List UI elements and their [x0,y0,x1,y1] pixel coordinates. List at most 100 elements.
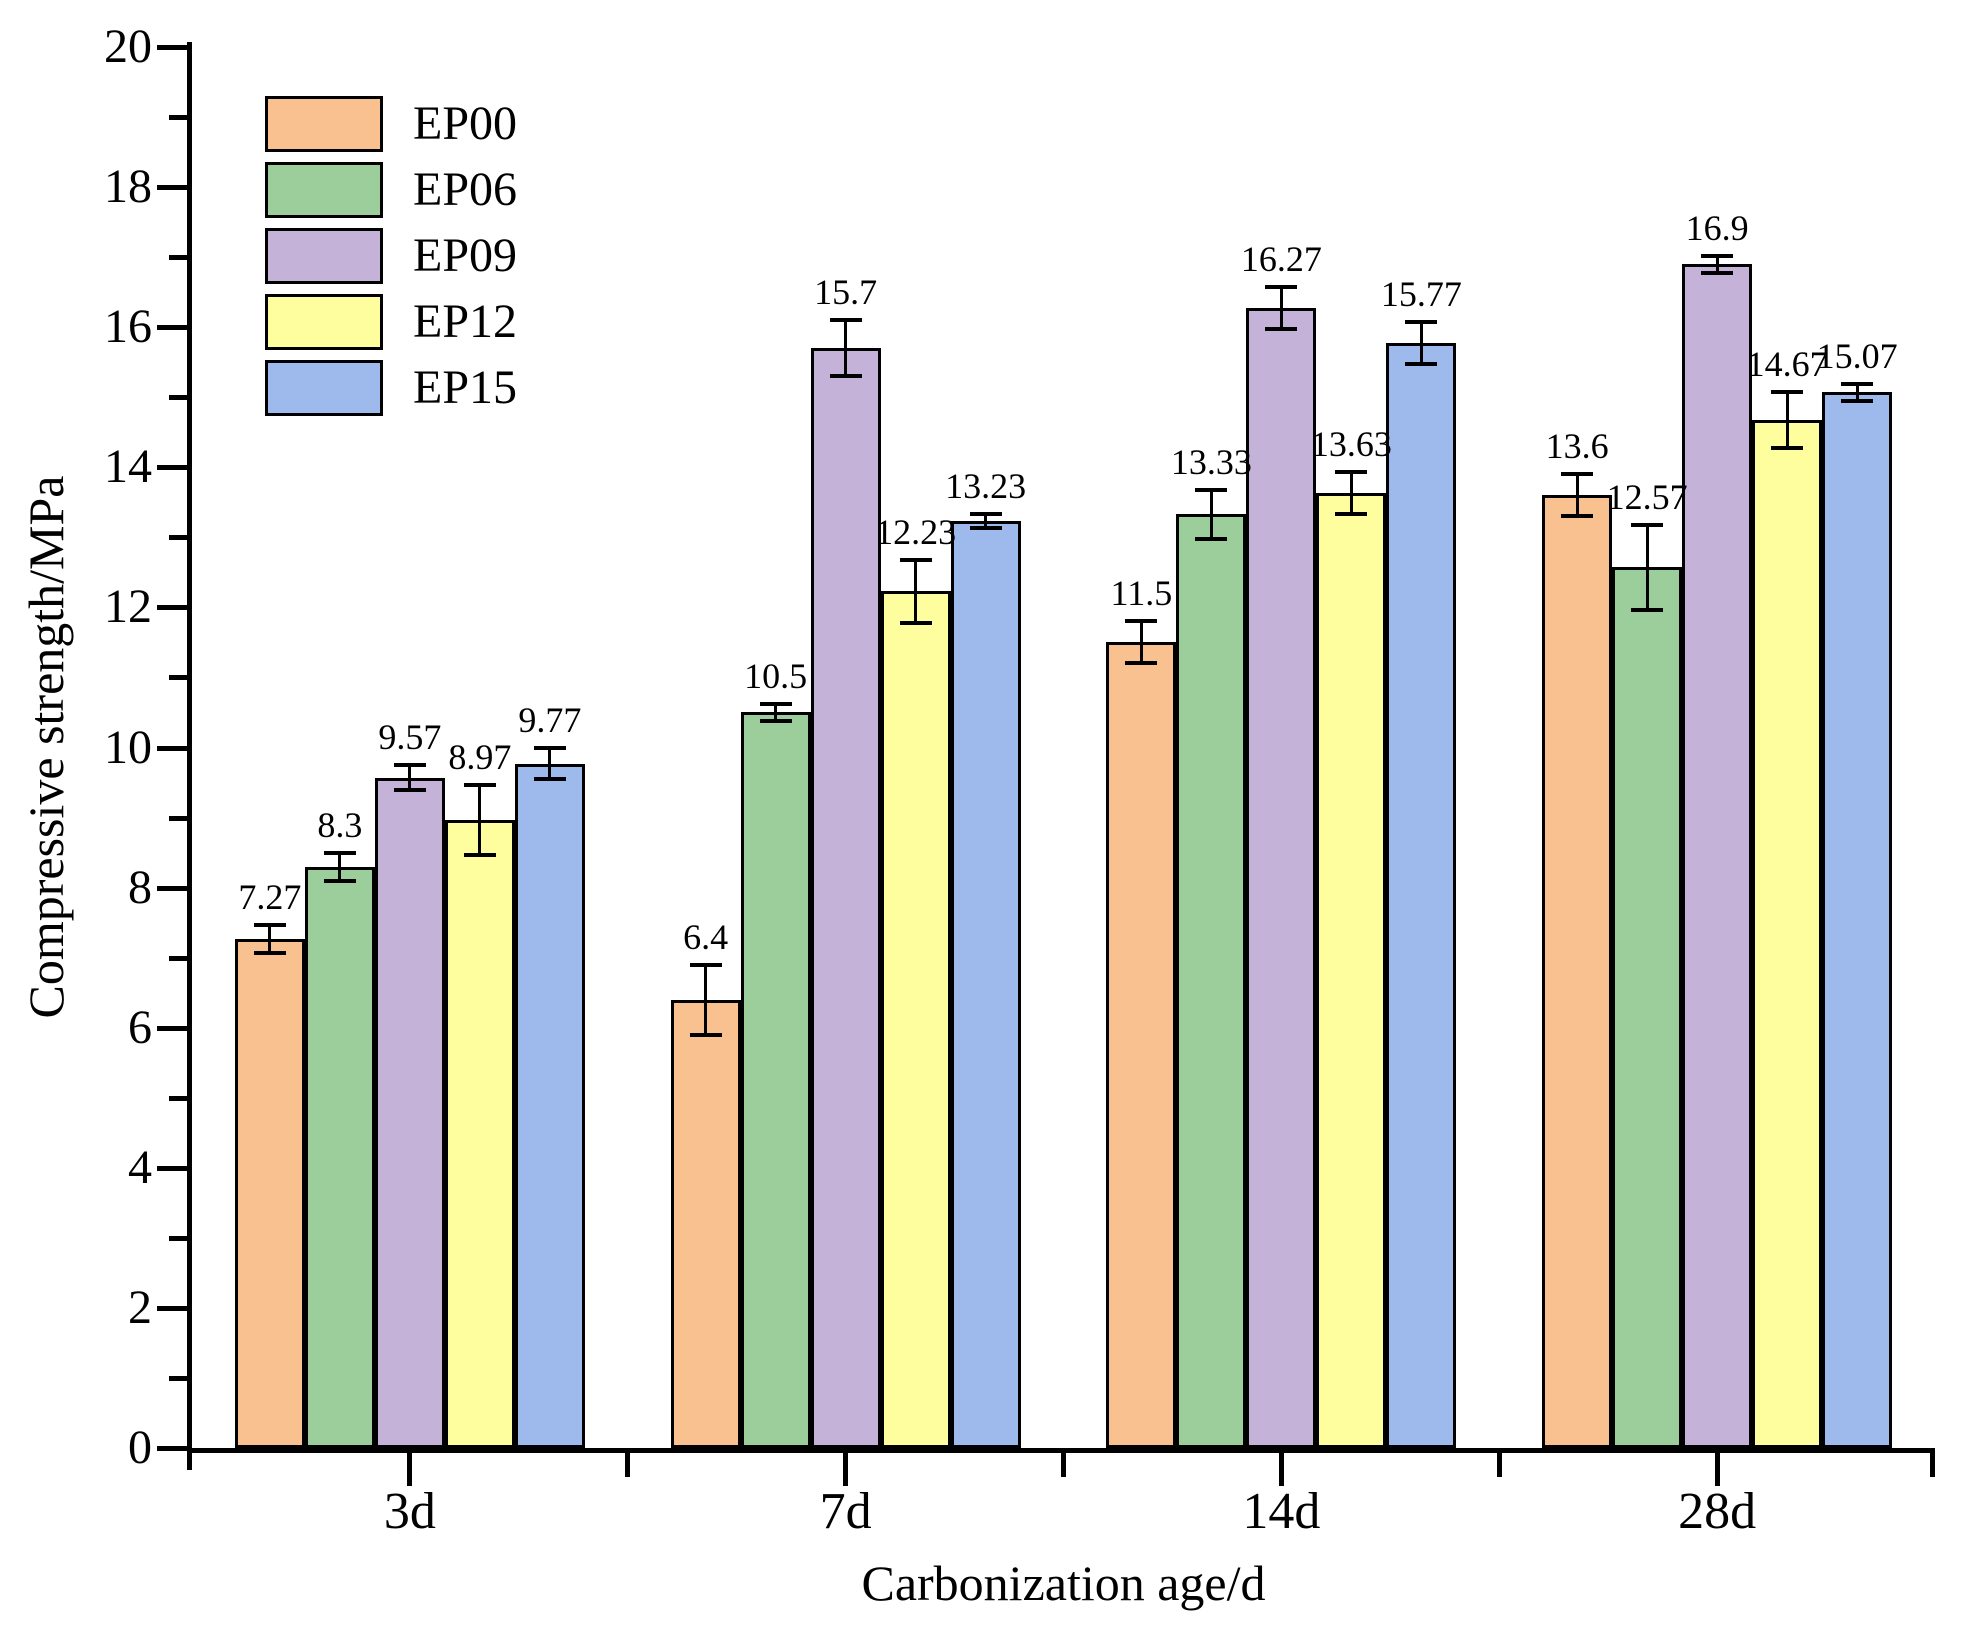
error-bar-cap [1561,514,1594,519]
error-bar-line [914,559,918,623]
error-bar-cap [1561,472,1594,477]
y-tick-label: 18 [104,160,152,214]
error-bar-line [1645,525,1649,610]
error-bar-cap [393,788,426,793]
bar-value-label: 14.67 [1746,344,1828,385]
y-minor-tick [169,1375,187,1381]
y-minor-tick [169,955,187,961]
bar-value-label: 9.57 [378,717,442,757]
error-bar-cap [1335,512,1368,517]
y-minor-tick [169,675,187,681]
x-major-tick [1278,1453,1284,1486]
legend-label-ep09: EP09 [413,229,518,282]
bar-value-label: 12.23 [875,511,957,552]
error-bar-line [408,765,412,791]
bar-ep15-3d [514,763,585,1448]
y-tick-label: 8 [128,860,152,914]
y-minor-tick [169,395,187,401]
error-bar-cap [829,374,862,379]
y-minor-tick [169,815,187,821]
y-major-tick [157,605,187,611]
bar-ep12-28d [1752,420,1823,1448]
bar-ep00-14d [1106,642,1177,1448]
y-tick-label: 6 [128,1000,152,1054]
error-bar-line [844,320,848,377]
y-major-tick [157,1446,187,1451]
bar-value-label: 7.27 [238,876,302,917]
y-major-tick [157,1305,187,1311]
error-bar-cap [1195,536,1228,541]
bar-ep06-7d [740,712,811,1448]
legend-label-ep00: EP00 [413,97,518,150]
error-bar-cap [1265,327,1298,332]
bar-value-label: 16.9 [1685,207,1749,248]
legend-swatch-ep06 [265,162,383,218]
error-bar-cap [1265,285,1298,290]
error-bar-cap [1631,607,1664,612]
bar-ep12-3d [444,819,515,1448]
bar-ep00-28d [1542,495,1613,1448]
error-bar-line [1349,472,1353,515]
error-bar-cap [1701,253,1734,258]
error-bar-cap [689,962,722,967]
error-bar-line [1279,287,1283,330]
x-category-label: 28d [1678,1483,1757,1540]
bar-value-label: 13.33 [1170,441,1252,482]
bar-ep06-3d [304,866,375,1448]
legend-swatch-ep09 [265,228,383,284]
y-tick-label: 4 [128,1140,152,1194]
y-minor-tick [169,1235,187,1241]
error-bar-line [1785,392,1789,449]
error-bar-cap [969,526,1002,531]
legend-swatch-ep00 [265,96,383,152]
x-major-tick [843,1453,849,1486]
bar-value-label: 10.5 [744,656,808,697]
y-tick-label: 10 [104,720,152,774]
error-bar-line [1139,621,1143,664]
bar-ep06-28d [1612,567,1683,1448]
error-bar-cap [1405,320,1438,325]
y-major-tick [157,325,187,331]
x-axis-title: Carbonization age/d [861,1555,1266,1611]
bar-value-label: 6.4 [683,916,729,957]
y-major-tick [157,745,187,751]
bar-ep09-28d [1682,264,1753,1448]
y-tick-label: 20 [104,20,152,73]
error-bar-cap [1701,270,1734,275]
error-bar-cap [533,746,566,751]
error-bar-cap [393,763,426,767]
x-category-label: 3d [383,1483,436,1540]
bar-value-label: 15.07 [1816,335,1898,376]
bar-ep15-28d [1822,392,1893,1448]
bar-value-label: 12.57 [1606,477,1688,518]
bar-value-label: 8.3 [317,804,363,845]
error-bar-line [704,964,708,1035]
error-bar-line [1715,255,1719,273]
x-end-tick [1930,1453,1935,1477]
y-tick-label: 14 [104,440,152,494]
x-category-label: 7d [819,1483,872,1540]
error-bar-cap [463,852,496,857]
error-bar-line [1209,489,1213,539]
legend-label-ep12: EP12 [413,295,518,348]
error-bar-line [478,784,482,855]
legend-label-ep15: EP15 [413,361,518,414]
y-tick-label: 2 [128,1280,152,1334]
bar-ep06-14d [1176,514,1247,1448]
bar-ep12-14d [1316,493,1387,1448]
error-bar-cap [759,718,792,723]
error-bar-cap [689,1032,722,1037]
bar-value-label: 15.77 [1380,274,1462,315]
error-bar-cap [1841,398,1874,403]
bar-value-label: 11.5 [1110,573,1173,614]
bar-value-label: 16.27 [1240,239,1322,280]
bar-ep09-14d [1246,308,1317,1448]
bar-ep15-14d [1386,343,1457,1448]
error-bar-cap [323,878,356,883]
x-minor-tick [1496,1453,1502,1477]
x-minor-tick [625,1453,631,1477]
y-major-tick [157,465,187,471]
error-bar-line [548,748,552,779]
y-tick-label: 0 [128,1421,152,1474]
